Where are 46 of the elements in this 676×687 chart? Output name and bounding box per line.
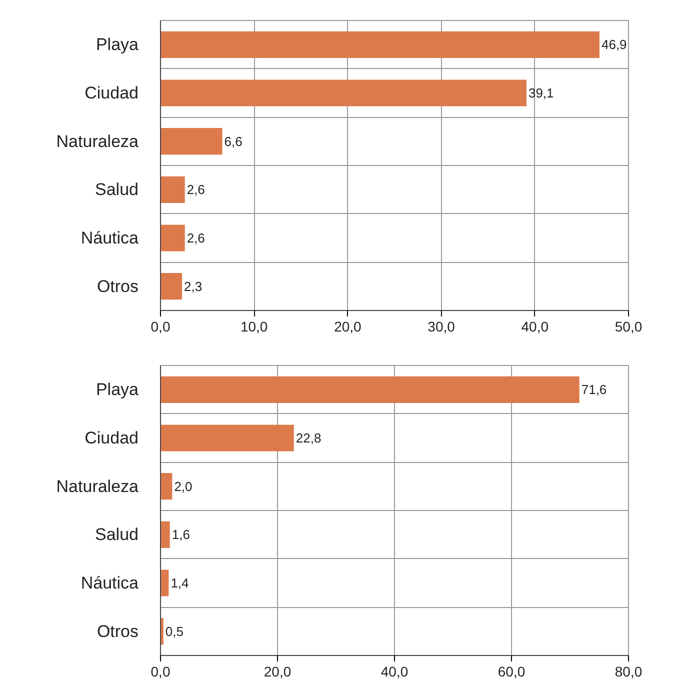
y-tick-label: Naturaleza [56, 132, 140, 151]
bar [160, 376, 580, 403]
y-tick-label: Salud [95, 180, 139, 200]
x-tick-label: 20,0 [264, 664, 292, 680]
y-tick-label: Náutica [80, 228, 140, 248]
data-label: 0,5 [165, 624, 184, 639]
y-tick-label: Naturaleza [56, 476, 140, 496]
x-tick-label: 50,0 [614, 318, 642, 334]
x-tick-label: 20,0 [334, 318, 362, 334]
bar [160, 176, 185, 203]
x-tick-label: 60,0 [498, 664, 526, 680]
y-tick-label: Ciudad [84, 84, 139, 102]
x-tick-label: 10,0 [240, 318, 268, 334]
bar [160, 224, 185, 252]
bar [160, 570, 169, 596]
x-tick-label: 40,0 [521, 318, 549, 334]
bar [160, 424, 294, 452]
y-tick-label: Otros [96, 276, 138, 296]
bar [160, 473, 172, 500]
x-tick-label: 30,0 [428, 318, 456, 334]
x-tick-label: 40,0 [380, 664, 408, 680]
data-label: 46,9 [601, 37, 627, 52]
data-label: 2,6 [186, 230, 205, 246]
bar [160, 273, 182, 300]
x-tick-label: 0,0 [150, 664, 170, 680]
x-tick-label: 80,0 [614, 664, 642, 680]
y-tick-label: Ciudad [84, 428, 139, 448]
data-label: 71,6 [581, 382, 607, 398]
data-label: 1,6 [172, 527, 190, 542]
bar [160, 521, 170, 548]
data-label: 2,6 [186, 182, 205, 198]
data-label: 2,3 [184, 278, 202, 294]
bar [160, 31, 600, 58]
data-label: 1,4 [170, 576, 189, 590]
y-tick-label: Playa [96, 380, 140, 400]
y-tick-label: Otros [96, 622, 138, 641]
y-tick-label: Náutica [80, 574, 140, 592]
bar [160, 128, 222, 155]
bar [160, 80, 526, 106]
data-label: 39,1 [528, 86, 554, 100]
data-label: 2,0 [174, 478, 192, 494]
y-tick-label: Playa [96, 35, 140, 54]
data-label: 22,8 [296, 430, 322, 446]
x-tick-label: 0,0 [150, 318, 170, 334]
data-label: 6,6 [224, 134, 242, 149]
y-tick-label: Salud [95, 525, 139, 544]
